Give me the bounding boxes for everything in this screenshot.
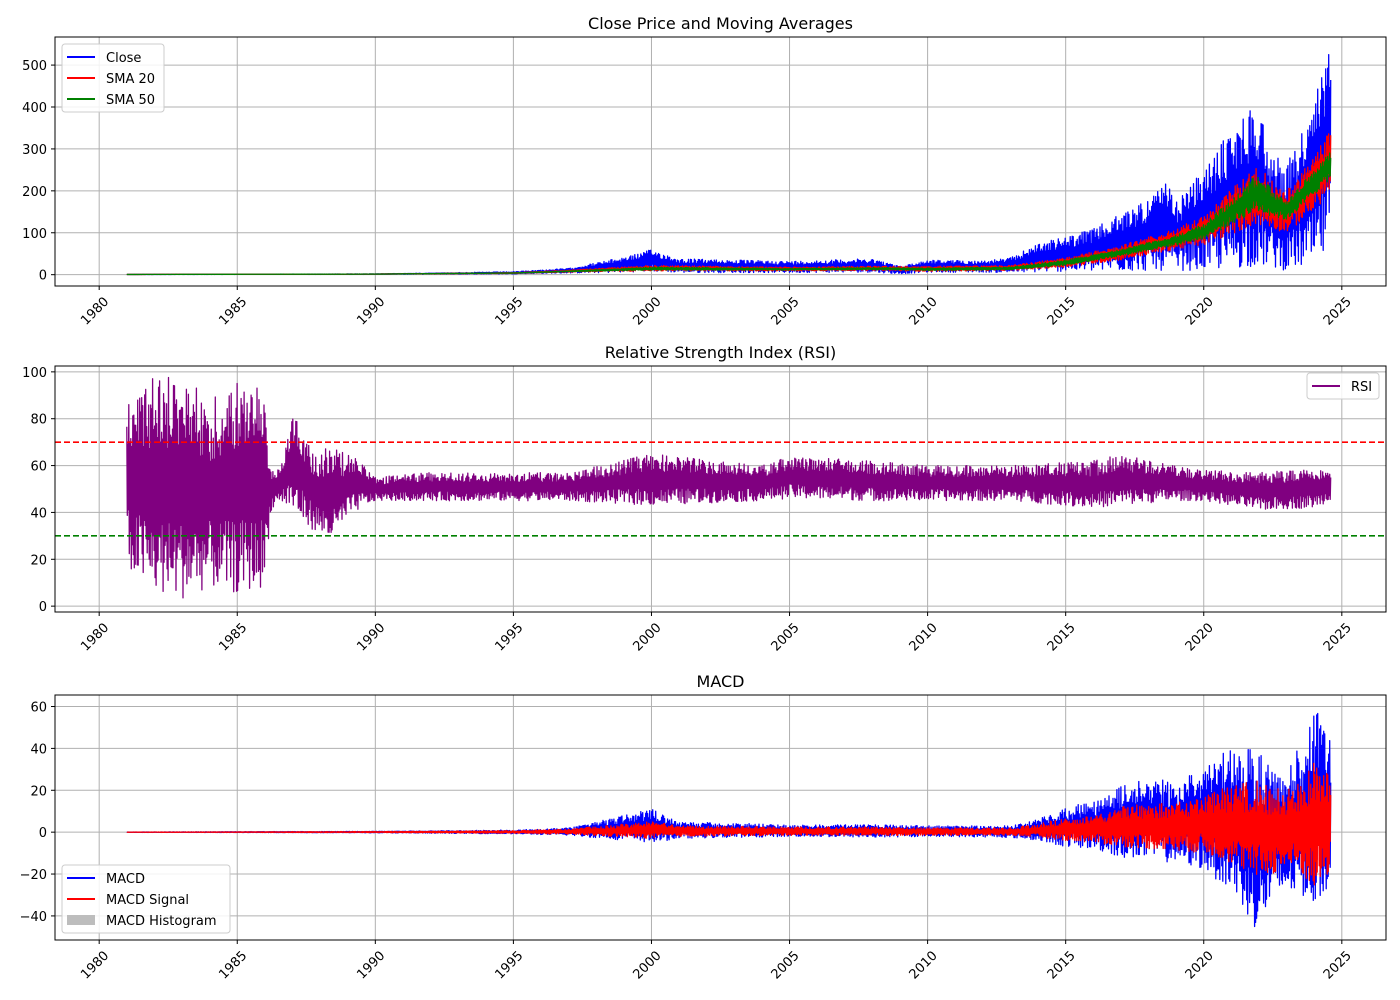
rsi-xtick-label: 2015 bbox=[1045, 620, 1079, 654]
macd-xtick-label: 2025 bbox=[1321, 948, 1355, 982]
rsi-xtick-label: 1995 bbox=[492, 620, 526, 654]
rsi-xtick-label: 2005 bbox=[769, 620, 803, 654]
macd-ytick-label: −40 bbox=[20, 910, 47, 925]
macd-ytick-label: −20 bbox=[20, 868, 47, 883]
price-axes-frame bbox=[54, 36, 1387, 287]
rsi-xtick-label: 1985 bbox=[216, 620, 250, 654]
rsi-ytick-label: 40 bbox=[30, 506, 47, 521]
price-xtick-label: 1985 bbox=[216, 294, 250, 328]
price-ytick-label: 200 bbox=[22, 185, 47, 200]
macd-ytick-label: 60 bbox=[30, 701, 47, 716]
price-ytick-label: 500 bbox=[22, 59, 47, 74]
rsi-ytick-label: 100 bbox=[22, 366, 47, 381]
macd-legend-label-macd-histogram: MACD Histogram bbox=[106, 914, 217, 929]
rsi-chart-panel: 1980 1985 1990 1995 2000 2005 2010 2015 2020 2025… bbox=[22, 343, 1387, 654]
price-ytick-label: 400 bbox=[22, 101, 47, 116]
price-ytick-label: 300 bbox=[22, 143, 47, 158]
rsi-axes-frame bbox=[54, 365, 1387, 613]
rsi-ytick-label: 80 bbox=[30, 413, 47, 428]
price-xtick-label: 1995 bbox=[492, 294, 526, 328]
macd-series-macd-signal bbox=[126, 762, 1332, 886]
macd-xtick-label: 1980 bbox=[78, 948, 112, 982]
price-ytick-label: 0 bbox=[39, 269, 47, 284]
rsi-xtick-label: 1980 bbox=[78, 620, 112, 654]
rsi-ytick-label: 20 bbox=[30, 553, 47, 568]
macd-xtick-label: 2005 bbox=[769, 948, 803, 982]
price-xtick-label: 1980 bbox=[78, 294, 112, 328]
rsi-ytick-label: 60 bbox=[30, 460, 47, 475]
price-xtick-label: 2020 bbox=[1183, 294, 1217, 328]
macd-xtick-label: 1990 bbox=[354, 948, 388, 982]
macd-legend-box bbox=[61, 864, 231, 934]
macd-xtick-label: 2020 bbox=[1183, 948, 1217, 982]
price-legend-label-sma-20: SMA 20 bbox=[106, 72, 155, 87]
price-legend-label-close: Close bbox=[106, 51, 141, 66]
price-xtick-label: 2015 bbox=[1045, 294, 1079, 328]
macd-legend-swatch-macd-histogram bbox=[67, 915, 95, 925]
rsi-legend-box bbox=[1306, 372, 1380, 400]
rsi-xtick-label: 1990 bbox=[354, 620, 388, 654]
macd-xtick-label: 1985 bbox=[216, 948, 250, 982]
price-xtick-label: 2000 bbox=[631, 294, 665, 328]
price-xtick-label: 2025 bbox=[1321, 294, 1355, 328]
macd-ytick-label: 20 bbox=[30, 784, 47, 799]
price-xtick-label: 2005 bbox=[769, 294, 803, 328]
macd-legend: MACD MACD Signal MACD Histogram bbox=[61, 864, 231, 934]
macd-ytick-label: 40 bbox=[30, 742, 47, 757]
macd-chart-title: MACD bbox=[697, 672, 745, 691]
macd-xtick-label: 2010 bbox=[907, 948, 941, 982]
macd-axes-frame bbox=[54, 694, 1387, 941]
price-xtick-label: 1990 bbox=[354, 294, 388, 328]
price-chart-title: Close Price and Moving Averages bbox=[588, 14, 853, 33]
macd-xtick-label: 2000 bbox=[631, 948, 665, 982]
rsi-legend-label-rsi: RSI bbox=[1351, 380, 1372, 395]
macd-legend-label-macd: MACD bbox=[106, 872, 145, 887]
price-series-sma-50 bbox=[126, 152, 1332, 276]
macd-xtick-label: 2015 bbox=[1045, 948, 1079, 982]
price-legend-label-sma-50: SMA 50 bbox=[106, 93, 155, 108]
rsi-ytick-label: 0 bbox=[39, 600, 47, 615]
price-ytick-label: 100 bbox=[22, 227, 47, 242]
price-legend-box bbox=[61, 43, 165, 113]
rsi-xtick-label: 2020 bbox=[1183, 620, 1217, 654]
macd-chart-panel: 1980 1985 1990 1995 2000 2005 2010 2015 2020 2025… bbox=[20, 672, 1387, 982]
rsi-chart-title: Relative Strength Index (RSI) bbox=[605, 343, 837, 362]
rsi-xtick-label: 2010 bbox=[907, 620, 941, 654]
rsi-legend: RSI bbox=[1306, 372, 1380, 400]
macd-ytick-label: 0 bbox=[39, 826, 47, 841]
rsi-series-rsi bbox=[126, 376, 1332, 599]
rsi-xtick-label: 2000 bbox=[631, 620, 665, 654]
price-series-sma-20 bbox=[126, 133, 1332, 276]
rsi-xtick-label: 2025 bbox=[1321, 620, 1355, 654]
macd-legend-label-macd-signal: MACD Signal bbox=[106, 893, 189, 908]
price-xtick-label: 2010 bbox=[907, 294, 941, 328]
macd-xtick-label: 1995 bbox=[492, 948, 526, 982]
price-chart-panel: 1980 1985 1990 1995 2000 2005 2010 2015 2020 2025… bbox=[22, 14, 1387, 328]
price-legend: Close SMA 20 SMA 50 bbox=[61, 43, 165, 113]
